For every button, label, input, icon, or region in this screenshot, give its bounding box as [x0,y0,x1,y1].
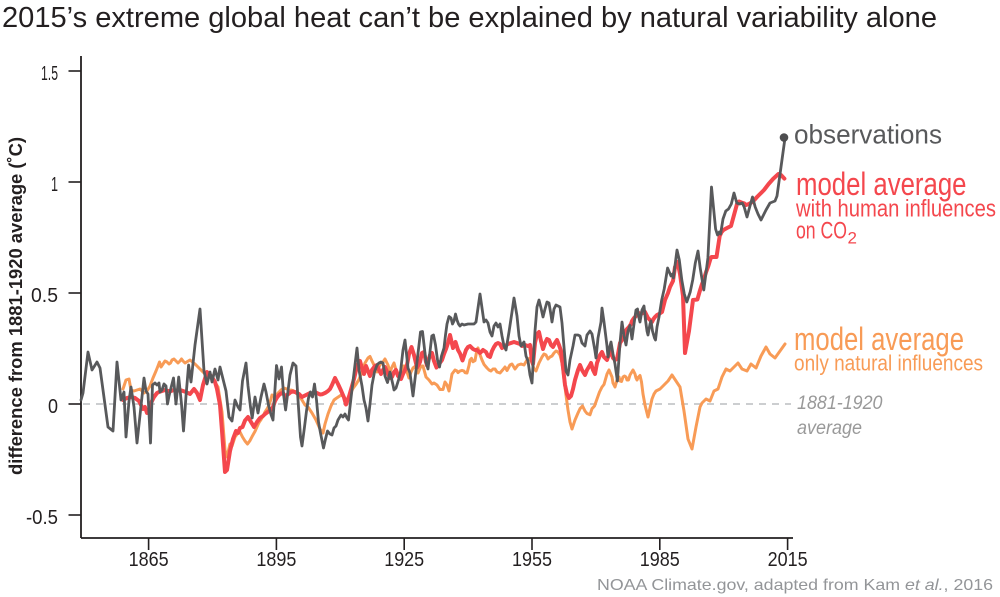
svg-text:NOAA Climate.gov, adapted from: NOAA Climate.gov, adapted from Kam et al… [597,577,993,594]
svg-text:with human influences: with human influences [795,196,996,223]
svg-text:only natural influences: only natural influences [794,351,983,376]
svg-text:1985: 1985 [640,548,680,571]
svg-text:model average: model average [794,321,964,357]
svg-text:0: 0 [48,396,58,418]
svg-text:on CO: on CO [796,218,847,245]
svg-text:difference from 1881-1920 aver: difference from 1881-1920 average (˚C) [6,137,26,475]
svg-text:2: 2 [848,229,857,248]
svg-text:1925: 1925 [384,548,424,571]
svg-text:0.5: 0.5 [31,285,58,307]
svg-text:2015: 2015 [768,548,808,571]
svg-text:model average: model average [796,166,967,202]
svg-text:1955: 1955 [512,548,552,571]
svg-text:2015’s extreme global heat can: 2015’s extreme global heat can’t be expl… [2,2,937,34]
svg-text:1: 1 [51,174,58,196]
svg-text:1881-1920: 1881-1920 [797,393,883,414]
svg-text:-0.5: -0.5 [26,507,58,529]
svg-text:observations: observations [794,120,942,150]
svg-text:1895: 1895 [256,548,296,571]
svg-text:1865: 1865 [129,548,169,571]
svg-text:1.5: 1.5 [41,63,58,85]
svg-text:average: average [797,418,862,439]
